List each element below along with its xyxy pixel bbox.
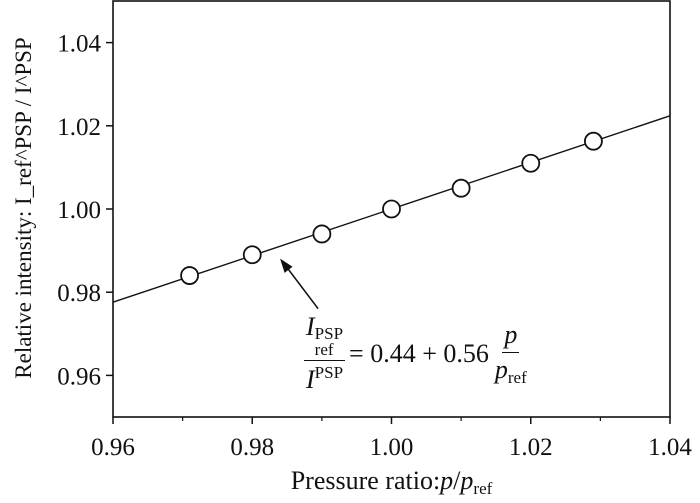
x-axis-label: Pressure ratio:p/pref xyxy=(290,466,493,498)
data-point xyxy=(451,178,471,198)
y-tick-label: 1.04 xyxy=(57,31,101,58)
x-tick-label: 1.00 xyxy=(370,434,414,461)
y-axis-label: Relative intensity: I_ref^PSP / I^PSP xyxy=(11,37,36,379)
fit-equation-annotation: I PSP ref IPSP = 0.44 + 0.56 p pref xyxy=(304,312,527,394)
x-tick-label: 1.02 xyxy=(509,434,553,461)
annotation-arrow xyxy=(283,263,319,310)
y-tick-label: 1.00 xyxy=(57,197,101,224)
y-tick-label: 1.02 xyxy=(57,114,101,141)
data-point xyxy=(180,266,199,285)
arrowhead-icon xyxy=(280,258,293,273)
y-tick-label: 0.96 xyxy=(57,363,101,390)
data-point xyxy=(521,153,541,173)
x-tick-label: 0.96 xyxy=(91,434,135,461)
data-point xyxy=(584,131,603,151)
data-point xyxy=(242,245,262,265)
x-tick-label: 0.98 xyxy=(230,434,274,461)
x-tick-label: 1.04 xyxy=(648,434,692,461)
data-point xyxy=(382,199,401,219)
data-point xyxy=(312,224,332,244)
y-tick-label: 0.98 xyxy=(57,280,101,307)
